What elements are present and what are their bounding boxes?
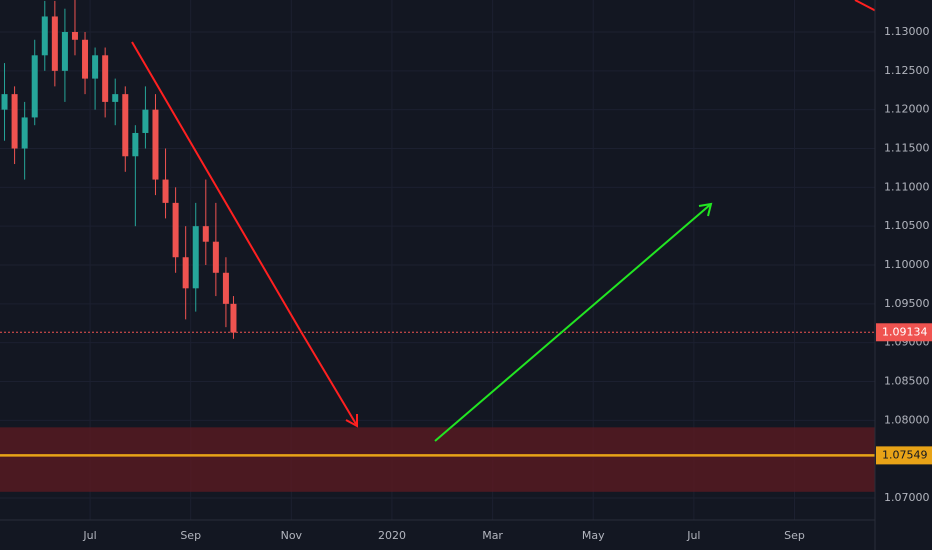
candle-body bbox=[51, 16, 58, 71]
candle-body bbox=[21, 117, 28, 149]
up-arrow-head bbox=[698, 202, 713, 217]
corner-line bbox=[854, 0, 879, 13]
y-tick-label: 1.07000 bbox=[884, 491, 930, 504]
level-label: 1.07549 bbox=[882, 448, 928, 461]
candle-body bbox=[41, 16, 48, 56]
down-arrow-head bbox=[345, 414, 358, 428]
y-tick-label: 1.11500 bbox=[884, 142, 930, 155]
x-tick-label: Sep bbox=[180, 529, 201, 542]
x-tick-label: May bbox=[582, 529, 605, 542]
axis-labels: 1.070001.075001.080001.085001.090001.095… bbox=[82, 25, 932, 542]
candle-body bbox=[112, 94, 119, 102]
candle-body bbox=[212, 241, 219, 273]
y-tick-label: 1.10500 bbox=[884, 219, 930, 232]
x-tick-label: Sep bbox=[784, 529, 805, 542]
level-label-box bbox=[876, 446, 932, 465]
candle-body bbox=[142, 109, 149, 133]
y-tick-label: 1.08500 bbox=[884, 375, 930, 388]
down-arrow bbox=[299, 329, 357, 425]
x-tick-label: 2020 bbox=[378, 529, 406, 542]
candle-body bbox=[31, 55, 38, 118]
x-tick-label: Mar bbox=[482, 529, 503, 542]
candle-body bbox=[1, 94, 8, 110]
x-tick-label: Nov bbox=[281, 529, 303, 542]
candle-body bbox=[11, 94, 18, 149]
candle-body bbox=[61, 32, 68, 71]
up-arrow bbox=[434, 203, 712, 442]
candle-body bbox=[162, 179, 169, 203]
trend-line bbox=[131, 41, 301, 331]
candle-body bbox=[152, 109, 159, 180]
x-tick-label: Jul bbox=[82, 529, 96, 542]
candle-body bbox=[182, 257, 189, 289]
candle-body bbox=[172, 202, 179, 258]
candle-body bbox=[222, 272, 229, 304]
candle-body bbox=[82, 39, 89, 79]
x-tick-label: Jul bbox=[686, 529, 700, 542]
y-tick-label: 1.12000 bbox=[884, 103, 930, 116]
candle-body bbox=[192, 226, 199, 289]
y-tick-label: 1.10000 bbox=[884, 258, 930, 271]
support-zone bbox=[0, 427, 875, 492]
candle-body bbox=[230, 303, 237, 333]
candle-body bbox=[132, 132, 139, 157]
candle-body bbox=[122, 94, 129, 157]
candle-body bbox=[102, 55, 109, 102]
candles bbox=[1, 0, 237, 339]
last_price-label: 1.09134 bbox=[882, 325, 928, 338]
candle-body bbox=[202, 226, 209, 242]
price-axis bbox=[875, 0, 932, 550]
candle-body bbox=[71, 32, 78, 40]
last_price-label-box bbox=[876, 323, 932, 342]
y-tick-label: 1.11000 bbox=[884, 180, 930, 193]
y-tick-label: 1.09500 bbox=[884, 297, 930, 310]
candle-body bbox=[92, 55, 99, 79]
y-tick-label: 1.13000 bbox=[884, 25, 930, 38]
y-tick-label: 1.12500 bbox=[884, 64, 930, 77]
y-tick-label: 1.08000 bbox=[884, 413, 930, 426]
